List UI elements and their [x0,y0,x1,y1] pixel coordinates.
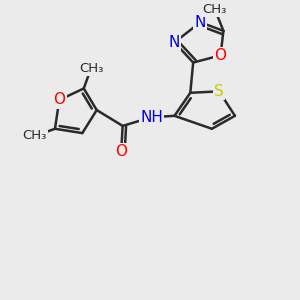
Text: NH: NH [140,110,163,125]
Text: S: S [214,84,224,99]
Text: O: O [115,144,127,159]
Text: O: O [214,48,226,63]
Text: CH₃: CH₃ [202,3,227,16]
Text: N: N [195,15,206,30]
Text: CH₃: CH₃ [22,130,47,142]
Text: O: O [53,92,65,107]
Text: CH₃: CH₃ [79,62,103,75]
Text: N: N [169,35,180,50]
